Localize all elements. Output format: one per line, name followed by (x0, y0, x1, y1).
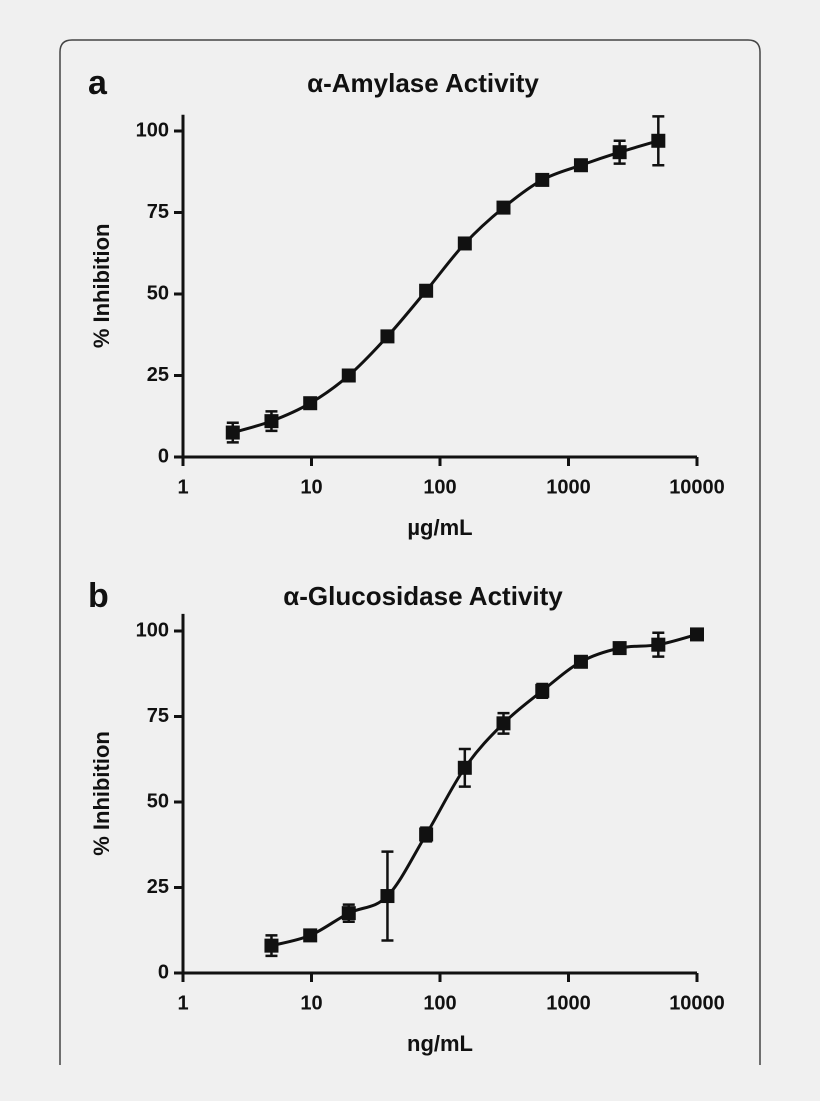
marker (496, 200, 511, 215)
marker (457, 760, 472, 775)
marker (419, 827, 434, 842)
y-tick-label: 0 (158, 961, 169, 983)
marker (225, 425, 240, 440)
marker (612, 641, 627, 656)
x-tick-label: 10000 (669, 992, 725, 1014)
x-tick-label: 10 (300, 992, 322, 1014)
y-tick-label: 75 (147, 201, 169, 223)
x-axis-label: µg/mL (407, 515, 472, 540)
x-tick-label: 1 (177, 992, 188, 1014)
chart-title: α-Amylase Activity (307, 68, 539, 98)
marker (341, 368, 356, 383)
marker (496, 716, 511, 731)
y-tick-label: 50 (147, 790, 169, 812)
marker (690, 627, 704, 642)
panel-label: a (88, 64, 108, 102)
y-tick-label: 100 (136, 619, 169, 641)
y-tick-label: 25 (147, 876, 169, 898)
x-tick-label: 1000 (546, 992, 591, 1014)
y-axis-label: % Inhibition (89, 224, 114, 349)
marker (573, 654, 588, 669)
x-tick-label: 100 (423, 476, 456, 498)
chart-title: α-Glucosidase Activity (283, 581, 563, 611)
marker (651, 637, 666, 652)
y-tick-label: 0 (158, 445, 169, 467)
marker (573, 158, 588, 173)
frame (59, 39, 761, 1065)
marker (341, 906, 356, 921)
x-tick-label: 10000 (669, 476, 725, 498)
panel-label: b (88, 577, 109, 615)
y-tick-label: 75 (147, 705, 169, 727)
marker (303, 396, 318, 411)
y-tick-label: 100 (136, 119, 169, 141)
marker (612, 145, 627, 160)
x-tick-label: 10 (300, 476, 322, 498)
y-tick-label: 50 (147, 282, 169, 304)
x-tick-label: 1000 (546, 476, 591, 498)
marker (380, 329, 395, 344)
marker (651, 133, 666, 148)
x-tick-label: 1 (177, 476, 188, 498)
y-tick-label: 25 (147, 364, 169, 386)
marker (380, 889, 395, 904)
marker (535, 683, 550, 698)
marker (419, 283, 434, 298)
x-tick-label: 100 (423, 992, 456, 1014)
marker (264, 414, 279, 429)
marker (535, 172, 550, 187)
x-axis-label: ng/mL (407, 1031, 473, 1056)
y-axis-label: % Inhibition (89, 731, 114, 856)
marker (457, 236, 472, 251)
marker (264, 938, 279, 953)
marker (303, 928, 318, 943)
